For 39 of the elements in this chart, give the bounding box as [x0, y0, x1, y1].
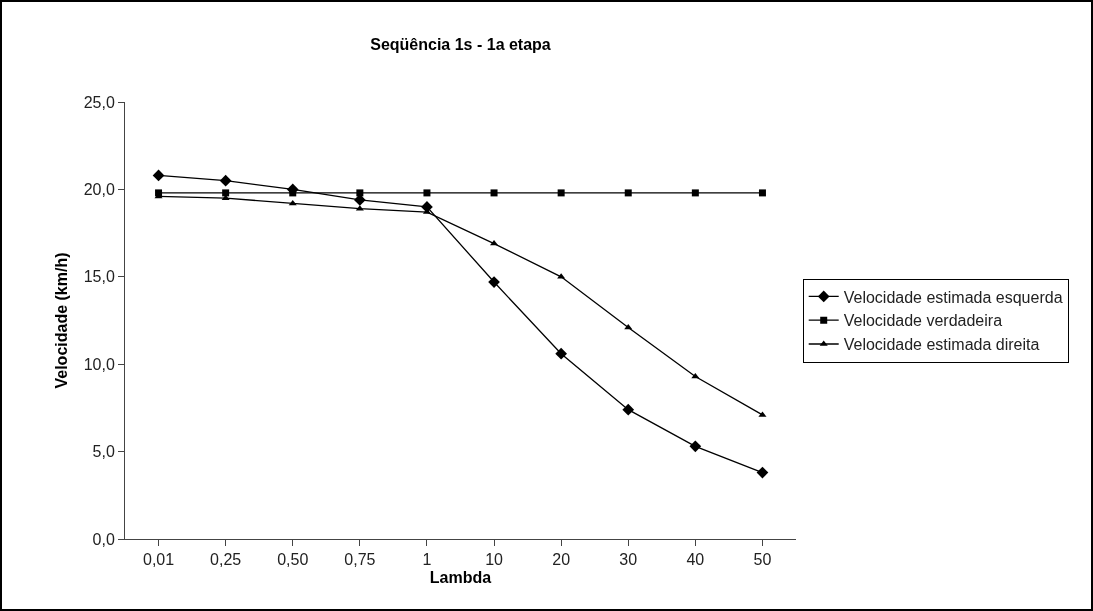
- x-tick-label: 30: [619, 551, 638, 569]
- y-tick-label: 25,0: [83, 93, 115, 111]
- point: [490, 189, 498, 197]
- x-tick-label: 0,25: [210, 551, 242, 569]
- x-tick-label: 20: [552, 551, 571, 569]
- y-tick-label: 20,0: [83, 181, 115, 198]
- x-tick-label: 50: [753, 551, 772, 569]
- point: [689, 440, 702, 453]
- point: [758, 189, 766, 197]
- point: [691, 372, 700, 379]
- y-axis-title: Velocidade (km/h): [52, 252, 70, 389]
- point: [555, 347, 567, 360]
- point: [624, 189, 632, 197]
- point: [423, 189, 431, 197]
- point: [557, 189, 565, 197]
- y-tick-label: 5,0: [92, 443, 115, 461]
- x-tick-label: 0,50: [277, 551, 309, 569]
- y-tick-label: 10,0: [83, 355, 115, 373]
- y-tick-label: 15,0: [83, 268, 115, 286]
- point: [691, 189, 699, 197]
- legend-label: Velocidade estimada esquerda: [843, 288, 1063, 306]
- point: [219, 174, 232, 187]
- x-tick-label: 1: [422, 551, 432, 569]
- x-tick-label: 0,01: [142, 551, 175, 569]
- point: [756, 466, 769, 479]
- legend-label: Velocidade estimada direita: [843, 336, 1040, 354]
- point: [222, 189, 230, 197]
- point: [152, 169, 165, 182]
- point: [288, 199, 297, 206]
- point: [356, 189, 364, 197]
- point: [624, 323, 633, 330]
- x-tick-label: 40: [686, 551, 705, 569]
- x-tick-label: 0,75: [344, 551, 376, 569]
- x-tick-label: 10: [485, 551, 504, 569]
- legend-label: Velocidade verdadeira: [843, 312, 1003, 330]
- point: [622, 403, 635, 416]
- y-tick-label: 0,0: [92, 530, 115, 548]
- chart-title: Seqüência 1s - 1a etapa: [370, 35, 551, 53]
- x-axis-title: Lambda: [429, 568, 492, 586]
